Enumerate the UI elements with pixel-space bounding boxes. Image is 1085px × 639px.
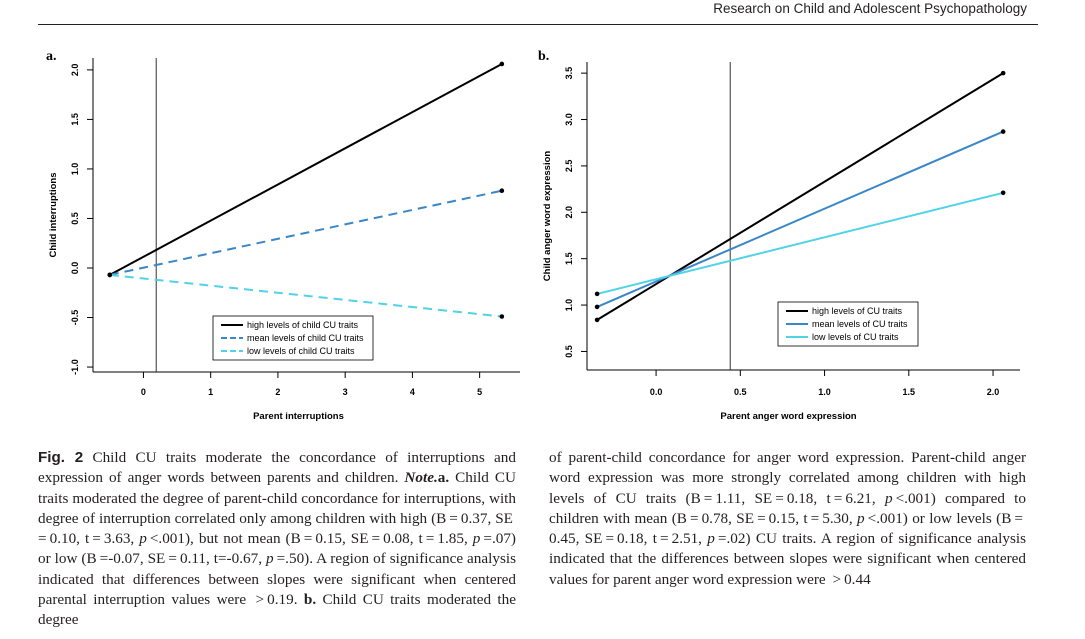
- x-tick-label: 2: [275, 387, 280, 397]
- y-tick-label: 0.5: [70, 212, 80, 225]
- y-tick-label: 2.5: [564, 160, 574, 173]
- figure-2: a. -1.0 -0.5 0.0 0.5 1.0 1.5 2.0 0 1 2 3 4 5 Parent in…: [46, 49, 1020, 422]
- y-axis-title: Child interruptions: [48, 173, 59, 258]
- chart-panel-b: b. 0.5 1.0 1.5 2.0 2.5 3.0 3.5 0.0 0.5 1.0 1.5 2.0 Pa…: [538, 49, 1020, 422]
- caption-left: Fig. 2 Child CU traits moderate the conc…: [38, 448, 516, 631]
- y-tick-label: 1.5: [564, 252, 574, 265]
- caption-text: =.50). A region of significance analysis…: [38, 550, 516, 609]
- legend-box: [777, 301, 919, 347]
- caption-text: =.07) or low (B =-0.07, SE = 0.11, t=-0.…: [38, 530, 516, 568]
- y-tick-label: 0.5: [564, 345, 574, 358]
- data-point: [594, 291, 600, 297]
- data-point: [107, 272, 113, 278]
- chart-panel-a: a. -1.0 -0.5 0.0 0.5 1.0 1.5 2.0 0 1 2 3 4 5 Parent in…: [46, 49, 520, 422]
- data-point: [594, 304, 600, 310]
- x-tick-label: 0.0: [650, 387, 663, 397]
- y-tick-label: 1.0: [70, 163, 80, 176]
- legend-label: mean levels of child CU traits: [247, 333, 364, 343]
- series-line: [109, 273, 502, 318]
- caption-right: of parent-child concordance for anger wo…: [549, 448, 1026, 590]
- panel-label: b.: [538, 49, 549, 64]
- data-point: [499, 314, 505, 319]
- p-symbol: p: [857, 509, 865, 527]
- series-line: [596, 191, 1004, 295]
- legend-label: mean levels of CU traits: [812, 319, 908, 329]
- y-tick-label: 1.0: [564, 299, 574, 312]
- series-line: [109, 189, 503, 276]
- legend-label: low levels of CU traits: [812, 332, 899, 342]
- y-tick-label: 3.5: [564, 67, 574, 80]
- p-symbol: p: [472, 530, 481, 548]
- legend-label: low levels of child CU traits: [247, 346, 355, 356]
- p-symbol: p: [707, 530, 715, 548]
- y-tick-label: 2.0: [70, 64, 80, 77]
- y-tick-label: 0.0: [70, 262, 80, 275]
- panel-b-ref: b.: [303, 591, 317, 609]
- y-tick-label: 1.5: [70, 113, 80, 126]
- x-tick-label: 5: [477, 387, 482, 397]
- series-line: [109, 63, 503, 276]
- legend-label: high levels of child CU traits: [247, 320, 359, 330]
- legend-label: high levels of CU traits: [812, 306, 903, 316]
- x-tick-label: 1.5: [903, 387, 916, 397]
- data-point: [1000, 129, 1006, 134]
- x-tick-label: 3: [343, 387, 348, 397]
- x-axis-title: Parent anger word expression: [720, 411, 856, 422]
- y-axis-title: Child anger word expression: [542, 151, 553, 282]
- data-point: [594, 317, 600, 323]
- p-symbol: p: [884, 489, 893, 507]
- series-line: [596, 72, 1004, 321]
- note-label: Note.: [404, 469, 438, 487]
- series-line: [596, 130, 1004, 308]
- caption-text: <.001) compared to children with mean (B…: [549, 489, 1026, 527]
- header-rule: [38, 24, 1038, 25]
- x-tick-label: 1: [208, 387, 213, 397]
- figure-label: Fig. 2: [38, 449, 84, 466]
- p-symbol: p: [265, 550, 274, 568]
- panel-label: a.: [46, 49, 57, 64]
- panel-a-ref: a.: [437, 469, 450, 487]
- x-tick-label: 0.5: [734, 387, 747, 397]
- caption-text: Child CU traits moderated the degree of …: [38, 469, 516, 548]
- x-tick-label: 4: [410, 387, 415, 397]
- x-tick-label: 2.0: [987, 387, 1000, 397]
- data-point: [499, 61, 505, 67]
- x-tick-label: 1.0: [818, 387, 831, 397]
- y-tick-label: -1.0: [70, 359, 80, 375]
- y-tick-label: 2.0: [564, 206, 574, 219]
- x-tick-label: 0: [141, 387, 146, 397]
- data-point: [1000, 190, 1006, 196]
- y-tick-label: -0.5: [70, 310, 80, 326]
- p-symbol: p: [139, 530, 147, 548]
- caption-text: <.001) or low levels (B = 0.45, SE = 0.1…: [549, 509, 1026, 548]
- caption-text: <.001), but not mean (B = 0.15, SE = 0.0…: [146, 530, 473, 548]
- journal-title: Research on Child and Adolescent Psychop…: [713, 1, 1027, 16]
- data-point: [1000, 70, 1006, 76]
- data-point: [499, 188, 505, 194]
- caption-intro: Child CU traits moderate the concordance…: [38, 449, 516, 487]
- caption-text: Child CU traits moderated the degree: [38, 591, 516, 629]
- caption-text: of parent-child concordance for anger wo…: [549, 449, 1026, 507]
- y-tick-label: 3.0: [564, 113, 574, 126]
- caption-text: =.02) CU traits. A region of significanc…: [549, 530, 1026, 588]
- x-axis-title: Parent interruptions: [253, 411, 344, 422]
